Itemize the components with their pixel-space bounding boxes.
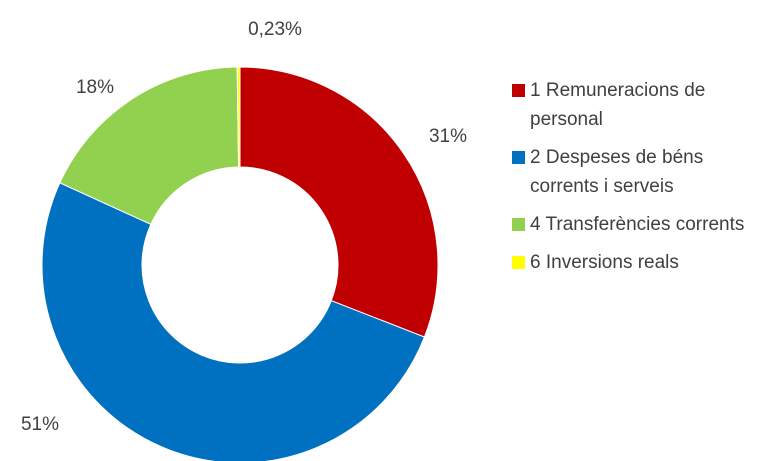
legend-label: 6 Inversions reals <box>530 252 679 273</box>
donut-slice <box>59 66 240 225</box>
legend-swatch <box>512 256 525 269</box>
donut-slice <box>41 182 426 461</box>
legend-item: 1 Remuneracions de personal <box>512 76 762 134</box>
legend-label: 1 Remuneracions de personal <box>530 80 706 130</box>
data-label: 18% <box>76 77 114 98</box>
legend-item: 4 Transferències corrents <box>512 210 762 239</box>
legend-swatch <box>512 151 525 164</box>
legend-item: 2 Despeses de béns corrents i serveis <box>512 143 762 201</box>
data-label: 0,23% <box>248 19 302 40</box>
legend-item: 6 Inversions reals <box>512 248 762 277</box>
donut-slice <box>239 66 439 338</box>
donut-slice <box>236 66 241 168</box>
legend: 1 Remuneracions de personal 2 Despeses de… <box>512 76 762 286</box>
legend-swatch <box>512 218 525 231</box>
legend-label: 2 Despeses de béns corrents i serveis <box>530 147 704 197</box>
legend-swatch <box>512 84 525 97</box>
data-label: 31% <box>429 126 467 147</box>
legend-label: 4 Transferències corrents <box>530 214 745 235</box>
data-label: 51% <box>21 414 59 435</box>
